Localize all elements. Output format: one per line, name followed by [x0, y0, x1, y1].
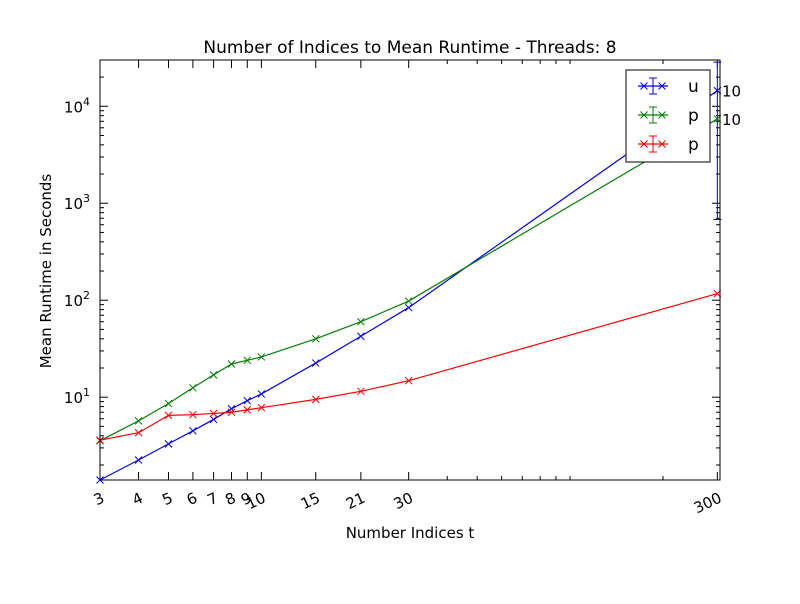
data-point	[227, 408, 236, 417]
side-annotations: 10 10	[722, 83, 741, 129]
data-point	[257, 390, 266, 398]
data-point	[164, 411, 173, 420]
data-point	[404, 297, 413, 305]
series-line	[99, 293, 718, 441]
legend-label: u	[688, 77, 699, 97]
x-tick-label: 300	[691, 489, 725, 517]
series-line	[99, 118, 718, 442]
legend-marker	[658, 82, 666, 90]
series-layer	[96, 61, 722, 484]
x-tick-label: 30	[391, 489, 416, 513]
data-point	[164, 440, 173, 448]
data-point	[357, 332, 365, 341]
x-tick-label: 8	[222, 489, 238, 509]
legend: upp	[625, 69, 711, 163]
x-tick-label: 6	[184, 489, 200, 509]
legend-entry: p	[638, 135, 699, 155]
data-point	[243, 396, 252, 405]
y-tick-label: 103	[64, 192, 90, 213]
data-point	[357, 387, 365, 396]
y-tick-label: 104	[64, 95, 90, 116]
series-line	[99, 90, 718, 481]
x-tick-label: 3	[91, 489, 107, 509]
legend-marker	[640, 82, 648, 90]
data-point	[189, 383, 197, 392]
data-point	[164, 399, 173, 408]
data-point	[209, 409, 218, 418]
data-point	[134, 456, 143, 464]
series-2	[96, 115, 722, 445]
data-point	[243, 406, 252, 414]
y-axis-label: Mean Runtime in Seconds	[37, 174, 55, 369]
data-point	[257, 403, 266, 412]
y-tick-label: 102	[64, 289, 90, 310]
data-point	[134, 417, 143, 425]
legend-entry: p	[638, 106, 699, 126]
x-tick-label: 7	[204, 489, 220, 509]
legend-label: p	[688, 106, 699, 126]
data-point	[227, 360, 236, 368]
legend-label: p	[688, 135, 699, 155]
data-point	[404, 376, 413, 385]
data-point	[311, 359, 320, 367]
data-point	[357, 317, 365, 326]
data-point	[243, 356, 252, 365]
data-point	[404, 303, 413, 312]
x-tick-label: 21	[343, 489, 368, 513]
series-3	[96, 289, 722, 445]
y-tick-label: 101	[64, 386, 90, 407]
side-annotation: 10	[722, 83, 741, 101]
data-point	[311, 334, 320, 343]
data-point	[311, 395, 320, 404]
x-axis-label: Number Indices t	[346, 524, 475, 542]
data-point	[257, 353, 266, 361]
legend-marker	[640, 140, 648, 148]
legend-marker	[658, 140, 666, 148]
legend-marker	[658, 111, 666, 119]
data-point	[209, 415, 218, 424]
data-point	[227, 404, 236, 413]
legend-entry: u	[638, 77, 699, 97]
data-point	[134, 428, 143, 437]
side-annotation: 10	[722, 111, 741, 129]
legend-marker	[640, 111, 648, 119]
x-tick-label: 4	[129, 489, 145, 509]
data-point	[209, 370, 218, 379]
x-tick-label: 5	[159, 489, 175, 509]
data-point	[189, 426, 197, 435]
x-tick-label: 15	[298, 489, 323, 513]
legend-box	[625, 69, 711, 163]
chart-title: Number of Indices to Mean Runtime - Thre…	[203, 38, 616, 58]
plot-frame	[99, 59, 721, 481]
data-point	[189, 410, 197, 419]
